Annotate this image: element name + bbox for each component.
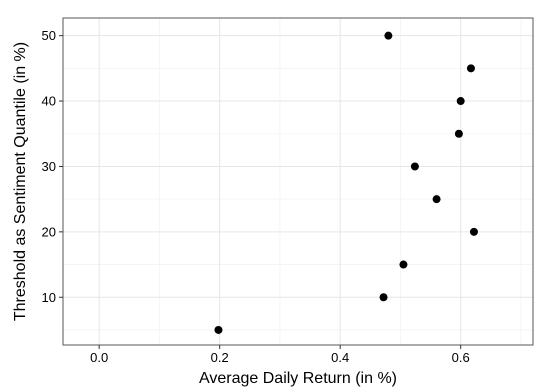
- y-tick-label: 30: [42, 159, 56, 174]
- y-axis: 10 20 30 40 50: [42, 28, 63, 305]
- data-point: [384, 31, 393, 40]
- data-points: [214, 31, 478, 334]
- data-point: [456, 97, 465, 106]
- x-tick-label: 0.2: [211, 350, 229, 365]
- plot-panel-border: [62, 17, 534, 346]
- data-point: [466, 64, 475, 73]
- y-axis-title: Threshold as Sentiment Quantile (in %): [12, 42, 29, 321]
- x-tick-label: 0.6: [452, 350, 470, 365]
- x-axis-title: Average Daily Return (in %): [199, 370, 397, 387]
- data-point: [214, 325, 223, 334]
- grid: [63, 18, 533, 345]
- x-tick-label: 0.4: [331, 350, 349, 365]
- data-point: [454, 129, 463, 138]
- data-point: [410, 162, 419, 171]
- data-point: [399, 260, 408, 269]
- y-tick-label: 10: [42, 290, 56, 305]
- x-axis: 0.0 0.2 0.4 0.6: [90, 345, 470, 365]
- y-tick-label: 20: [42, 224, 56, 239]
- data-point: [469, 227, 478, 236]
- data-point: [379, 293, 388, 302]
- data-point: [432, 195, 441, 204]
- x-tick-label: 0.0: [90, 350, 108, 365]
- y-tick-label: 40: [42, 94, 56, 109]
- y-tick-label: 50: [42, 28, 56, 43]
